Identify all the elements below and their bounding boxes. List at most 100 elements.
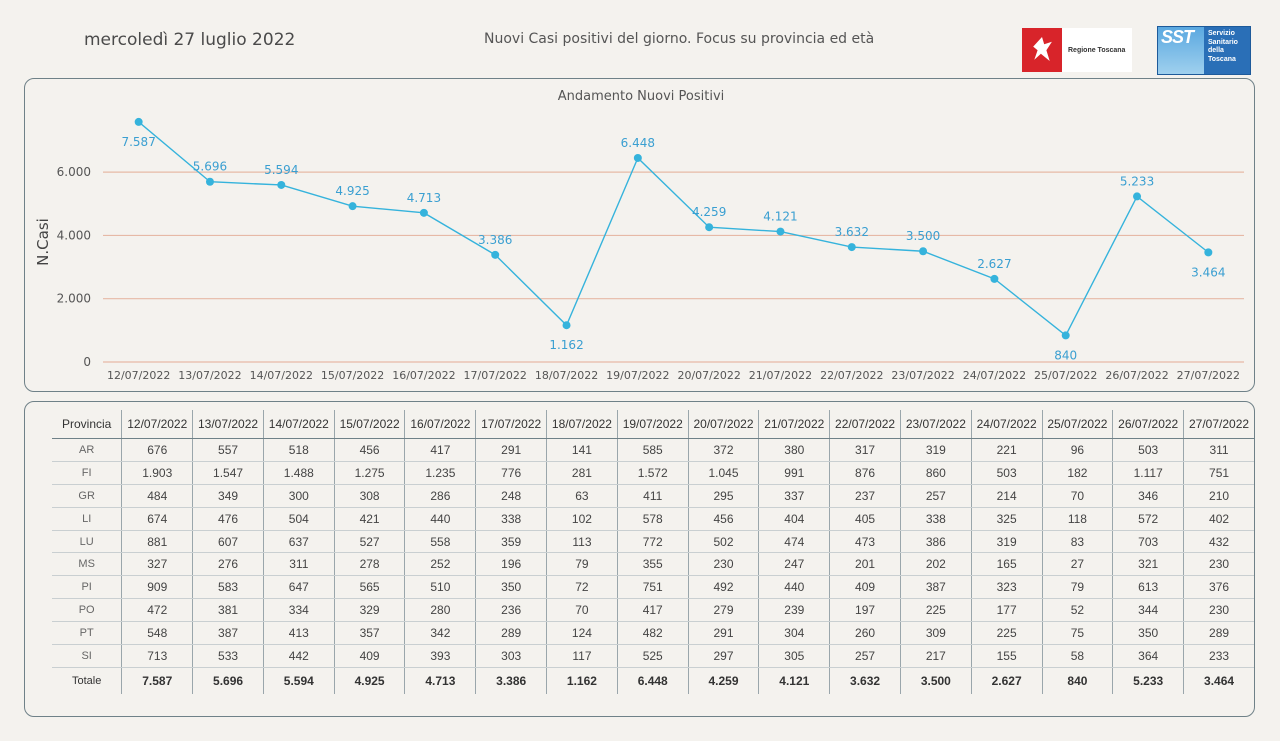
data-point	[1133, 192, 1142, 201]
total-cell: 3.464	[1183, 667, 1254, 694]
value-cell: 1.117	[1112, 461, 1184, 485]
value-cell: 417	[404, 438, 476, 462]
data-labels: 7.587 5.696 5.594 4.925 4.713 3.386 1.162 6.448…	[121, 135, 1225, 363]
value-cell: 319	[899, 438, 972, 462]
value-cell: 279	[687, 598, 759, 623]
value-cell: 772	[616, 530, 689, 554]
value-cell: 225	[970, 621, 1043, 646]
page-title: Nuovi Casi positivi del giorno. Focus su…	[484, 31, 875, 47]
value-cell: 300	[262, 484, 335, 508]
value-cell: 558	[404, 530, 476, 554]
y-tick-label: 0	[83, 355, 91, 369]
value-cell: 387	[192, 621, 264, 646]
x-tick-label: 22/07/2022	[820, 369, 883, 382]
value-cell: 124	[546, 621, 618, 646]
value-cell: 278	[333, 552, 405, 577]
data-label: 4.925	[335, 184, 369, 198]
value-cell: 346	[1112, 484, 1184, 508]
value-cell: 607	[192, 530, 264, 554]
value-cell: 474	[758, 530, 830, 554]
province-cell: SI	[52, 644, 122, 668]
value-cell: 311	[262, 552, 335, 577]
report-date: mercoledì 27 luglio 2022	[84, 30, 296, 50]
value-cell: 257	[829, 644, 901, 668]
value-cell: 236	[475, 598, 547, 623]
data-point	[348, 202, 357, 211]
value-cell: 289	[1183, 621, 1254, 646]
value-cell: 518	[262, 438, 335, 462]
x-tick-label: 21/07/2022	[749, 369, 812, 382]
value-cell: 402	[1183, 507, 1254, 531]
header-date: 23/07/2022	[899, 410, 972, 439]
data-point	[277, 180, 286, 189]
header-date: 12/07/2022	[121, 410, 193, 439]
value-cell: 393	[404, 644, 476, 668]
total-cell: 4.121	[758, 667, 830, 694]
total-cell: 6.448	[616, 667, 689, 694]
value-cell: 257	[899, 484, 972, 508]
x-tick-label: 24/07/2022	[963, 369, 1026, 382]
value-cell: 409	[333, 644, 405, 668]
x-tick-labels: 12/07/2022 13/07/2022 14/07/2022 15/07/2022…	[107, 369, 1240, 382]
value-cell: 281	[546, 461, 618, 485]
value-cell: 381	[192, 598, 264, 623]
total-cell: 840	[1041, 667, 1113, 694]
value-cell: 63	[546, 484, 618, 508]
value-cell: 440	[758, 575, 830, 600]
value-cell: 337	[758, 484, 830, 508]
value-cell: 456	[333, 438, 405, 462]
province-cell: PT	[52, 621, 122, 646]
x-tick-label: 25/07/2022	[1034, 369, 1097, 382]
value-cell: 583	[192, 575, 264, 600]
x-tick-label: 23/07/2022	[891, 369, 954, 382]
data-label: 6.448	[621, 136, 655, 150]
total-cell: 5.594	[262, 667, 335, 694]
data-label: 7.587	[121, 135, 155, 149]
value-cell: 417	[616, 598, 689, 623]
value-cell: 230	[1183, 552, 1254, 577]
data-label: 4.259	[692, 205, 726, 219]
data-point	[491, 250, 500, 259]
value-cell: 613	[1112, 575, 1184, 600]
value-cell: 252	[404, 552, 476, 577]
value-cell: 421	[333, 507, 405, 531]
table-row: SI 713 533 442 409 393 303 117 525 297 305 257 217 15…	[52, 644, 1254, 668]
line-chart: Andamento Nuovi Positivi N.Casi 0 2.000 4.…	[34, 89, 1244, 382]
value-cell: 75	[1041, 621, 1113, 646]
value-cell: 311	[1183, 438, 1254, 462]
data-label: 4.713	[407, 191, 441, 205]
value-cell: 1.488	[262, 461, 335, 485]
y-axis-label: N.Casi	[34, 218, 52, 266]
value-cell: 304	[758, 621, 830, 646]
value-cell: 221	[970, 438, 1043, 462]
value-cell: 79	[546, 552, 618, 577]
value-cell: 344	[1112, 598, 1184, 623]
value-cell: 70	[546, 598, 618, 623]
value-cell: 676	[121, 438, 193, 462]
data-point	[562, 321, 571, 330]
data-point	[1061, 331, 1070, 340]
value-cell: 214	[970, 484, 1043, 508]
value-cell: 303	[475, 644, 547, 668]
value-cell: 387	[899, 575, 972, 600]
table-row: LI 674 476 504 421 440 338 102 578 456 404 405 338 32…	[52, 507, 1254, 531]
value-cell: 72	[546, 575, 618, 600]
total-cell: 4.713	[404, 667, 476, 694]
data-label: 3.464	[1191, 265, 1225, 279]
table-row: PO 472 381 334 329 280 236 70 417 279 239 197 225 177…	[52, 598, 1254, 623]
value-cell: 525	[616, 644, 689, 668]
x-tick-label: 18/07/2022	[535, 369, 598, 382]
total-cell: 7.587	[121, 667, 193, 694]
data-point	[633, 153, 642, 162]
value-cell: 876	[829, 461, 901, 485]
table-row: FI 1.903 1.547 1.488 1.275 1.235 776 281 1.572 1.…	[52, 461, 1254, 485]
value-cell: 308	[333, 484, 405, 508]
pegasus-icon	[1022, 28, 1062, 72]
value-cell: 291	[475, 438, 547, 462]
value-cell: 578	[616, 507, 689, 531]
province-cell: PO	[52, 598, 122, 623]
value-cell: 1.547	[192, 461, 264, 485]
total-cell: 5.696	[192, 667, 264, 694]
value-cell: 286	[404, 484, 476, 508]
value-cell: 1.045	[687, 461, 759, 485]
